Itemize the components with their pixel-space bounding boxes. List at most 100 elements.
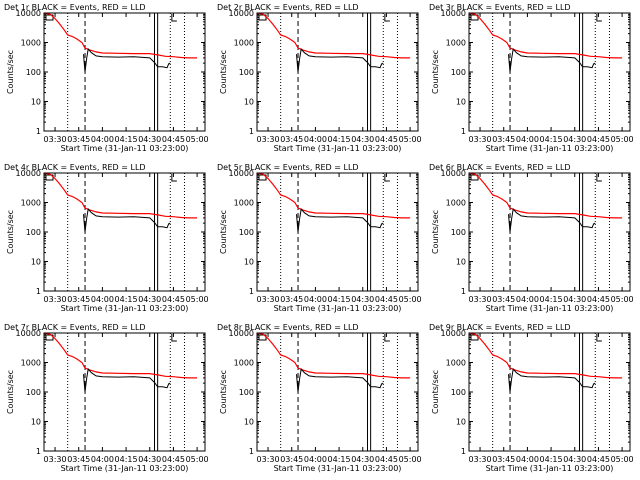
series-events-line bbox=[508, 207, 596, 233]
y-tick-label: 1 bbox=[249, 447, 254, 456]
x-tick-label: 04:45 bbox=[162, 295, 185, 304]
y-tick-label: 1 bbox=[36, 287, 41, 296]
panel-6: Det 6r BLACK = Events, RED = LLD 1 10 100 10… bbox=[429, 163, 634, 313]
x-tick-label: 03:45 bbox=[67, 135, 90, 144]
y-tick-label: 1000 bbox=[446, 39, 466, 48]
y-tick-label: 1000 bbox=[234, 359, 254, 368]
y-tick-label: 10000 bbox=[16, 9, 41, 18]
series-lld-line bbox=[468, 332, 623, 379]
y-tick-label: 1 bbox=[249, 127, 254, 136]
y-tick-label: 10000 bbox=[229, 9, 254, 18]
x-tick-label: 04:00 bbox=[304, 135, 327, 144]
y-tick-label: 1 bbox=[461, 447, 466, 456]
y-tick-label: 100 bbox=[26, 68, 41, 77]
x-tick-label: 03:30 bbox=[44, 135, 67, 144]
x-axis-label: Start Time (31-Jan-11 03:23:00) bbox=[274, 464, 402, 473]
attenuator-marker bbox=[171, 14, 177, 22]
y-tick-label: 100 bbox=[239, 228, 254, 237]
x-tick-label: 03:30 bbox=[257, 455, 280, 464]
series-lld-line bbox=[43, 12, 198, 59]
panel-4: Det 4r BLACK = Events, RED = LLD 1 10 100 10… bbox=[4, 163, 209, 313]
x-tick-label: 04:15 bbox=[115, 295, 138, 304]
y-tick-label: 100 bbox=[451, 228, 466, 237]
attenuator-marker bbox=[596, 334, 602, 342]
y-tick-label: 1000 bbox=[234, 199, 254, 208]
series-events-line bbox=[83, 367, 171, 393]
attenuator-marker bbox=[596, 14, 602, 22]
x-tick-label: 04:00 bbox=[304, 295, 327, 304]
x-axis-label: Start Time (31-Jan-11 03:23:00) bbox=[274, 144, 402, 153]
x-tick-label: 03:45 bbox=[280, 295, 303, 304]
x-tick-label: 04:45 bbox=[375, 455, 398, 464]
y-axis-label: Counts/sec bbox=[6, 50, 15, 94]
y-tick-label: 10000 bbox=[16, 329, 41, 338]
plot-frame bbox=[256, 332, 419, 452]
x-tick-label: 04:00 bbox=[516, 295, 539, 304]
plot-frame bbox=[256, 172, 419, 292]
series-lld-line bbox=[468, 12, 623, 59]
plot-frame bbox=[468, 332, 631, 452]
x-tick-label: 05:00 bbox=[399, 135, 422, 144]
x-tick-label: 03:45 bbox=[280, 455, 303, 464]
attenuator-marker bbox=[384, 334, 390, 342]
x-tick-label: 04:45 bbox=[375, 135, 398, 144]
x-tick-label: 05:00 bbox=[186, 455, 209, 464]
x-tick-label: 03:45 bbox=[280, 135, 303, 144]
x-tick-label: 05:00 bbox=[399, 295, 422, 304]
y-tick-label: 1 bbox=[249, 287, 254, 296]
plot-frame bbox=[256, 12, 419, 132]
series-lld-line bbox=[468, 172, 623, 219]
y-tick-label: 10 bbox=[31, 418, 41, 427]
y-axis-label: Counts/sec bbox=[431, 370, 440, 414]
x-tick-label: 03:45 bbox=[492, 295, 515, 304]
x-tick-label: 04:45 bbox=[375, 295, 398, 304]
y-tick-label: 1 bbox=[461, 127, 466, 136]
x-tick-label: 03:30 bbox=[469, 455, 492, 464]
y-axis-label: Counts/sec bbox=[431, 210, 440, 254]
x-axis-label: Start Time (31-Jan-11 03:23:00) bbox=[486, 144, 614, 153]
y-tick-label: 10 bbox=[456, 418, 466, 427]
x-tick-label: 05:00 bbox=[611, 455, 634, 464]
x-axis-label: Start Time (31-Jan-11 03:23:00) bbox=[274, 304, 402, 313]
x-tick-label: 03:45 bbox=[492, 135, 515, 144]
x-tick-label: 04:45 bbox=[587, 455, 610, 464]
y-tick-label: 1000 bbox=[21, 359, 41, 368]
y-tick-label: 1000 bbox=[446, 199, 466, 208]
x-tick-label: 04:45 bbox=[162, 455, 185, 464]
y-tick-label: 1000 bbox=[21, 39, 41, 48]
y-tick-label: 100 bbox=[26, 388, 41, 397]
x-tick-label: 04:30 bbox=[351, 135, 374, 144]
x-tick-label: 05:00 bbox=[399, 455, 422, 464]
x-tick-label: 04:45 bbox=[162, 135, 185, 144]
x-tick-label: 05:00 bbox=[611, 135, 634, 144]
y-tick-label: 100 bbox=[239, 388, 254, 397]
panel-8: Det 8r BLACK = Events, RED = LLD 1 10 100 10… bbox=[217, 323, 422, 473]
x-tick-label: 04:00 bbox=[516, 455, 539, 464]
y-axis-label: Counts/sec bbox=[219, 50, 228, 94]
panel-title: Det 8r BLACK = Events, RED = LLD bbox=[217, 323, 359, 332]
series-events-line bbox=[508, 47, 596, 73]
panel-title: Det 1r BLACK = Events, RED = LLD bbox=[4, 3, 146, 12]
y-tick-label: 10000 bbox=[441, 169, 466, 178]
x-tick-label: 04:00 bbox=[91, 295, 114, 304]
panel-9: Det 9r BLACK = Events, RED = LLD 1 10 100 10… bbox=[429, 323, 634, 473]
x-tick-label: 04:30 bbox=[563, 455, 586, 464]
panel-title: Det 4r BLACK = Events, RED = LLD bbox=[4, 163, 146, 172]
panel-1: Det 1r BLACK = Events, RED = LLD 1 10 100 10… bbox=[4, 3, 209, 153]
x-tick-label: 04:00 bbox=[304, 455, 327, 464]
x-tick-label: 03:30 bbox=[257, 295, 280, 304]
x-tick-label: 04:15 bbox=[328, 295, 351, 304]
y-tick-label: 10 bbox=[244, 418, 254, 427]
x-tick-label: 03:30 bbox=[44, 295, 67, 304]
y-tick-label: 10000 bbox=[229, 329, 254, 338]
y-tick-label: 10 bbox=[456, 258, 466, 267]
panel-3: Det 3r BLACK = Events, RED = LLD 1 10 100 10… bbox=[429, 3, 634, 153]
y-tick-label: 10 bbox=[456, 98, 466, 107]
x-tick-label: 04:00 bbox=[91, 455, 114, 464]
x-tick-label: 04:30 bbox=[563, 135, 586, 144]
x-tick-label: 04:15 bbox=[115, 135, 138, 144]
panel-title: Det 9r BLACK = Events, RED = LLD bbox=[429, 323, 571, 332]
x-axis-label: Start Time (31-Jan-11 03:23:00) bbox=[61, 304, 189, 313]
y-tick-label: 10 bbox=[244, 98, 254, 107]
x-tick-label: 04:30 bbox=[138, 135, 161, 144]
